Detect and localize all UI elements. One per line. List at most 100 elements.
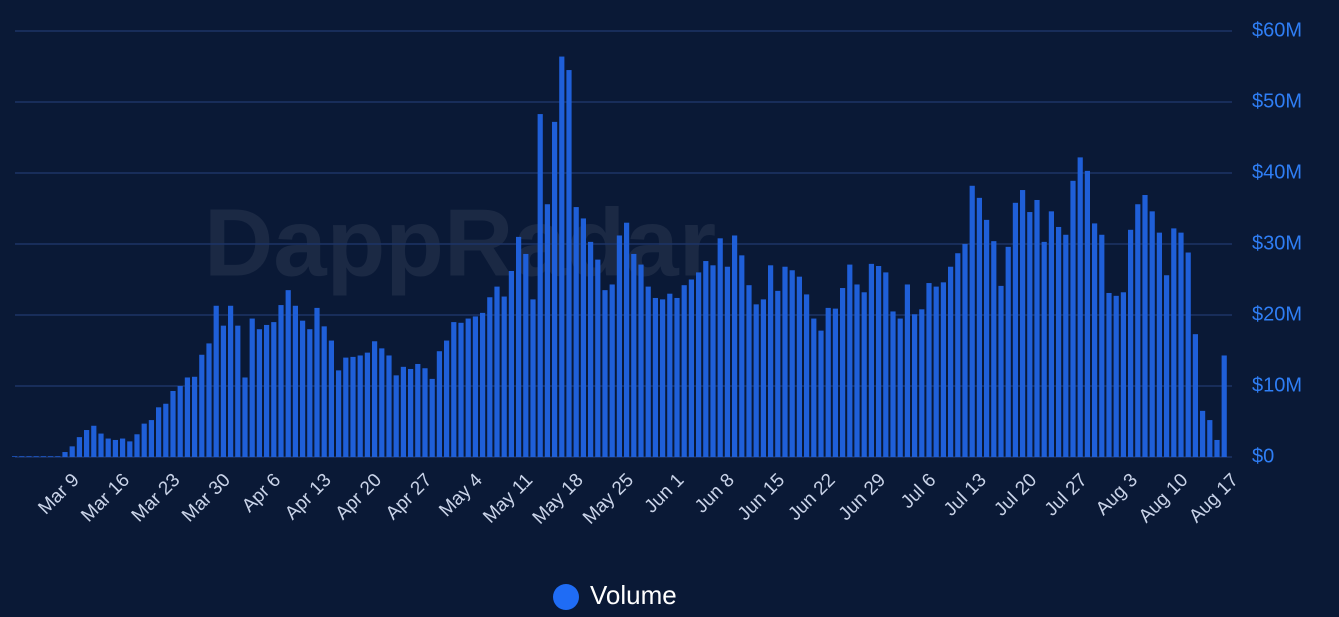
bar [976, 197, 982, 457]
bar [112, 439, 118, 457]
bar [955, 253, 961, 457]
bar [969, 185, 975, 457]
bar [919, 309, 925, 457]
bar [444, 340, 450, 457]
bar [314, 307, 320, 457]
bar [616, 235, 622, 457]
bar [393, 375, 399, 457]
bar [566, 70, 572, 458]
bar [818, 330, 824, 457]
x-tick-label: Jul 27 [1041, 470, 1092, 521]
bar [789, 270, 795, 457]
bar [141, 423, 147, 457]
bar [321, 326, 327, 457]
bar [739, 255, 745, 457]
y-tick-label: $10M [1252, 374, 1302, 396]
bar [1056, 226, 1062, 457]
bar [508, 270, 514, 457]
bar [429, 378, 435, 457]
bar [998, 285, 1004, 457]
bar [811, 318, 817, 457]
bar [1142, 195, 1148, 457]
bar [825, 307, 831, 457]
x-tick-label: Jun 1 [641, 470, 689, 518]
bar [264, 324, 270, 457]
bar [609, 284, 615, 457]
bar [1207, 420, 1213, 457]
x-tick-label: Jun 15 [734, 470, 789, 525]
bar [933, 286, 939, 457]
bar [271, 322, 277, 457]
bar [336, 370, 342, 457]
bar [652, 297, 658, 457]
bar [588, 241, 594, 457]
bar [1171, 228, 1177, 457]
bar [364, 352, 370, 457]
bar [1106, 292, 1112, 457]
bar [1149, 211, 1155, 457]
bar [948, 266, 954, 457]
bar [991, 241, 997, 457]
bar [91, 425, 97, 457]
bar [62, 452, 68, 457]
bar [451, 322, 457, 457]
bar [1128, 229, 1134, 457]
bar [717, 238, 723, 457]
bar [213, 305, 219, 457]
y-tick-label: $20M [1252, 303, 1302, 325]
bar [674, 297, 680, 457]
bar [1156, 232, 1162, 457]
bar [1005, 246, 1011, 457]
bar [386, 355, 392, 457]
bar [400, 366, 406, 457]
x-tick-label: Jun 22 [784, 470, 839, 525]
bar [343, 357, 349, 457]
bar [732, 235, 738, 457]
bar [926, 283, 932, 457]
bar [847, 264, 853, 457]
bar [465, 318, 471, 457]
bar [105, 438, 111, 457]
bar [120, 438, 126, 457]
bar [278, 305, 284, 457]
bar [861, 292, 867, 457]
x-tick-label: Mar 23 [128, 470, 185, 527]
x-tick-label: Jun 29 [835, 470, 890, 525]
bar [768, 265, 774, 457]
bar [372, 341, 378, 457]
bar [422, 368, 428, 457]
bar [832, 308, 838, 457]
legend-label[interactable]: Volume [590, 580, 677, 610]
bar [1185, 252, 1191, 457]
bar [1099, 234, 1105, 457]
bar [69, 446, 75, 457]
x-tick-label: Jul 20 [990, 470, 1041, 521]
bar [40, 456, 46, 457]
bar [55, 456, 61, 457]
bar [645, 286, 651, 457]
bar [537, 114, 543, 457]
bar [48, 456, 54, 457]
bar [1063, 234, 1069, 457]
bar [595, 259, 601, 457]
bar [256, 329, 262, 457]
bar [552, 121, 558, 457]
bar [580, 218, 586, 457]
bar [688, 279, 694, 457]
bar [1120, 292, 1126, 457]
bar [1214, 439, 1220, 457]
y-tick-label: $0 [1252, 445, 1274, 467]
bar [638, 264, 644, 457]
bar [76, 437, 82, 457]
bar [98, 433, 104, 457]
bar [84, 430, 90, 457]
bar [1084, 170, 1090, 457]
x-tick-label: Mar 30 [178, 470, 235, 527]
bar [660, 299, 666, 457]
bar [19, 456, 25, 457]
y-tick-label: $50M [1252, 90, 1302, 112]
bar [228, 305, 234, 457]
bar [1020, 190, 1026, 458]
x-tick-label: Apr 27 [382, 470, 436, 524]
